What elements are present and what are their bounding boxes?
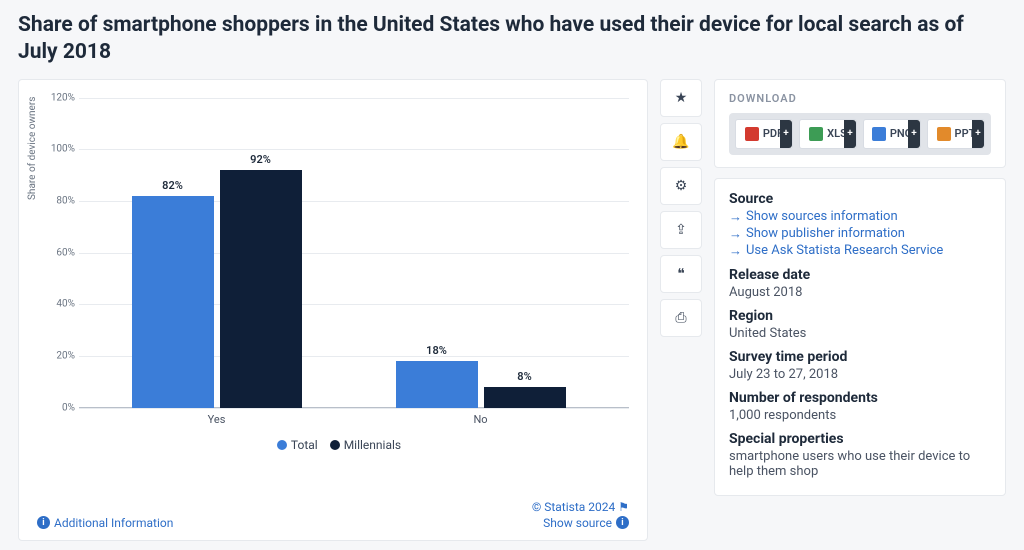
quote-button[interactable]: ❝: [660, 255, 702, 293]
grid-line: [79, 149, 629, 150]
y-tick-label: 60%: [43, 247, 75, 258]
source-link[interactable]: → Show publisher information: [729, 226, 991, 242]
show-source-label: Show source: [543, 516, 612, 530]
arrow-icon: →: [729, 226, 742, 242]
region-value: United States: [729, 326, 991, 341]
source-link[interactable]: → Show sources information: [729, 209, 991, 225]
additional-info-link[interactable]: i Additional Information: [37, 516, 173, 530]
y-tick-label: 120%: [43, 92, 75, 103]
release-heading: Release date: [729, 267, 991, 283]
y-axis-label: Share of device owners: [27, 96, 38, 199]
legend-swatch: [330, 440, 340, 450]
grid-line: [79, 408, 629, 409]
share-button[interactable]: ⇪: [660, 211, 702, 249]
release-value: August 2018: [729, 285, 991, 300]
legend-swatch: [277, 440, 287, 450]
chart-footer-right: © Statista 2024 ⚑ Show source i: [532, 500, 629, 530]
bar: [132, 196, 214, 408]
gear-button[interactable]: ⚙: [660, 167, 702, 205]
respondents-heading: Number of respondents: [729, 390, 991, 406]
download-pdf-button[interactable]: PDF+: [735, 119, 793, 149]
arrow-icon: →: [729, 209, 742, 225]
grid-line: [79, 98, 629, 99]
chart-panel: Share of device owners 0% 20% 40% 60% 80% 100…: [18, 79, 648, 541]
main-layout: Share of device owners 0% 20% 40% 60% 80% 100…: [18, 79, 1006, 541]
plus-icon: +: [780, 120, 792, 148]
legend-label: Millennials: [344, 438, 401, 452]
y-tick-label: 20%: [43, 350, 75, 361]
star-icon: ★: [675, 90, 688, 106]
page-title: Share of smartphone shoppers in the Unit…: [18, 12, 1006, 67]
bell-icon: 🔔: [672, 134, 689, 150]
pdf-icon: [745, 127, 759, 141]
meta-panel: Source → Show sources information → Show pu…: [714, 178, 1006, 496]
copyright-link[interactable]: © Statista 2024 ⚑: [532, 500, 629, 514]
period-heading: Survey time period: [729, 349, 991, 365]
show-source-link[interactable]: Show source i: [532, 516, 629, 530]
png-icon: [872, 127, 886, 141]
source-link-label: Use Ask Statista Research Service: [746, 243, 943, 258]
chart-plot: 0%20%40%60%80%100%120%Yes82%92%No18%8%: [79, 98, 629, 408]
x-tick-label: No: [473, 413, 487, 426]
quote-icon: ❝: [677, 266, 685, 282]
download-xls-button[interactable]: XLS+: [799, 119, 857, 149]
ppt-icon: [937, 127, 951, 141]
arrow-icon: →: [729, 243, 742, 259]
download-heading: DOWNLOAD: [729, 92, 991, 105]
gear-icon: ⚙: [675, 178, 688, 194]
respondents-value: 1,000 respondents: [729, 408, 991, 423]
bar-value-label: 18%: [426, 344, 447, 357]
y-tick-label: 40%: [43, 299, 75, 310]
bar-value-label: 92%: [250, 153, 271, 166]
region-heading: Region: [729, 308, 991, 324]
source-link-label: Show publisher information: [746, 226, 905, 241]
y-tick-label: 80%: [43, 195, 75, 206]
chart-footer: i Additional Information © Statista 2024…: [37, 500, 629, 530]
download-row: PDF+XLS+PNG+PPT+: [729, 113, 991, 155]
bar-value-label: 8%: [517, 370, 531, 383]
plus-icon: +: [972, 120, 984, 148]
download-png-button[interactable]: PNG+: [863, 119, 921, 149]
additional-info-label: Additional Information: [54, 516, 173, 530]
bar-value-label: 82%: [162, 179, 183, 192]
source-link[interactable]: → Use Ask Statista Research Service: [729, 243, 991, 259]
info-icon: i: [616, 516, 629, 529]
download-panel: DOWNLOAD PDF+XLS+PNG+PPT+: [714, 79, 1006, 168]
chart-legend: Total Millennials: [19, 438, 647, 452]
source-heading: Source: [729, 191, 991, 207]
legend-label: Total: [291, 438, 318, 452]
xls-icon: [809, 127, 823, 141]
tool-rail: ★ 🔔 ⚙ ⇪ ❝ ⎙: [660, 79, 702, 541]
special-value: smartphone users who use their device to…: [729, 449, 991, 479]
plus-icon: +: [844, 120, 856, 148]
x-tick-label: Yes: [208, 413, 226, 426]
share-icon: ⇪: [675, 222, 687, 238]
download-ppt-button[interactable]: PPT+: [927, 119, 985, 149]
period-value: July 23 to 27, 2018: [729, 367, 991, 382]
y-tick-label: 0%: [43, 402, 75, 413]
bell-button[interactable]: 🔔: [660, 123, 702, 161]
right-column: DOWNLOAD PDF+XLS+PNG+PPT+ Source → Show s…: [714, 79, 1006, 541]
flag-icon: ⚑: [618, 500, 629, 514]
special-heading: Special properties: [729, 431, 991, 447]
plus-icon: +: [908, 120, 920, 148]
bar: [220, 170, 302, 408]
bar: [484, 387, 566, 408]
y-tick-label: 100%: [43, 144, 75, 155]
print-icon: ⎙: [675, 310, 686, 326]
print-button[interactable]: ⎙: [660, 299, 702, 337]
star-button[interactable]: ★: [660, 79, 702, 117]
source-link-label: Show sources information: [746, 209, 898, 224]
info-icon: i: [37, 516, 50, 529]
bar: [396, 361, 478, 408]
